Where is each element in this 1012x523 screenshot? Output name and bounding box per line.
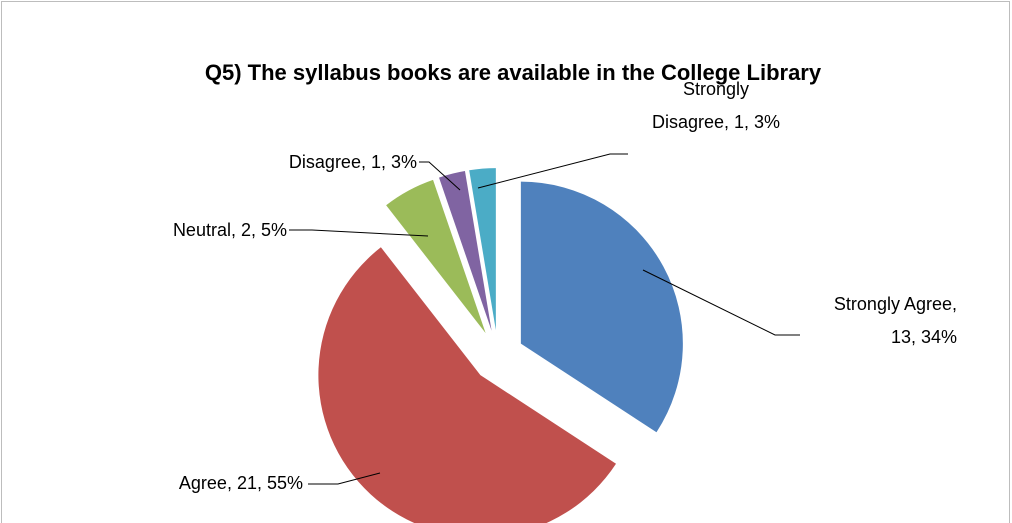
data-label-line: Strongly: [683, 79, 749, 99]
leader-line-strongly-agree: [642, 269, 800, 336]
pie-slice-disagree: [439, 171, 492, 331]
leader-line-agree: [308, 472, 381, 485]
leader-line-neutral: [289, 229, 429, 237]
data-label-neutral: Neutral, 2, 5%: [173, 220, 287, 240]
data-label-line: Agree, 21, 55%: [179, 473, 303, 493]
data-label-agree: Agree, 21, 55%: [179, 473, 303, 493]
data-label-line: Disagree, 1, 3%: [652, 112, 780, 132]
data-label-disagree: Disagree, 1, 3%: [289, 152, 417, 172]
data-labels: Strongly Agree, 13, 34% Agree, 21, 55% Neut…: [173, 79, 957, 493]
data-label-strongly-disagree: Strongly Disagree, 1, 3%: [652, 79, 780, 132]
pie-slices: [318, 168, 683, 523]
pie-slice-strongly-agree: [520, 181, 683, 433]
data-label-line: 13, 34%: [891, 327, 957, 347]
leader-line-strongly-disagree: [477, 153, 628, 189]
data-label-line: Strongly Agree,: [834, 294, 957, 314]
data-label-line: Disagree, 1, 3%: [289, 152, 417, 172]
leader-line-disagree: [419, 161, 461, 191]
pie-slice-strongly-disagree: [469, 168, 496, 331]
leader-lines: [289, 153, 800, 485]
data-label-strongly-agree: Strongly Agree, 13, 34%: [834, 294, 957, 347]
chart-title: Q5) The syllabus books are available in …: [205, 60, 822, 85]
data-label-line: Neutral, 2, 5%: [173, 220, 287, 240]
pie-slice-agree: [318, 247, 617, 523]
pie-slice-neutral: [386, 179, 486, 334]
